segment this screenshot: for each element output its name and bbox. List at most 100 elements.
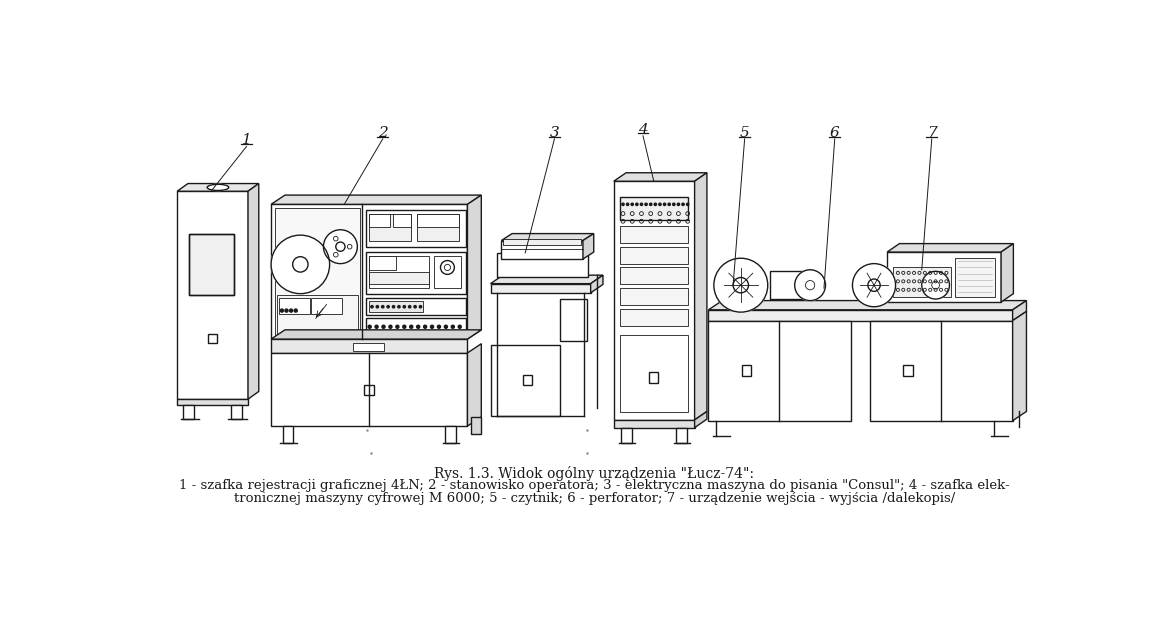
Circle shape	[444, 325, 448, 328]
Circle shape	[458, 325, 462, 328]
Polygon shape	[248, 184, 259, 399]
Bar	[619, 289, 688, 305]
Circle shape	[409, 325, 413, 328]
Polygon shape	[695, 412, 706, 428]
Bar	[496, 253, 588, 278]
Bar	[231, 405, 241, 419]
Polygon shape	[467, 344, 481, 426]
Bar	[622, 428, 632, 443]
Bar	[369, 256, 396, 270]
Circle shape	[398, 306, 400, 308]
Bar	[560, 299, 587, 341]
Text: 1: 1	[241, 133, 252, 147]
Text: 6: 6	[829, 126, 840, 140]
Circle shape	[636, 203, 638, 205]
Text: tronicznej maszyny cyfrowej M 6000; 5 - czytnik; 6 - perforator; 7 - urządzenie : tronicznej maszyny cyfrowej M 6000; 5 - …	[234, 491, 955, 504]
Bar	[904, 365, 913, 376]
Circle shape	[668, 203, 670, 205]
Polygon shape	[583, 234, 594, 259]
Polygon shape	[491, 275, 603, 283]
Bar	[619, 196, 688, 220]
Polygon shape	[271, 195, 481, 204]
Bar	[177, 399, 248, 405]
Bar	[491, 283, 590, 293]
Polygon shape	[887, 243, 1014, 252]
Bar	[501, 240, 583, 259]
Polygon shape	[467, 195, 481, 339]
Bar	[870, 321, 1013, 421]
Polygon shape	[590, 275, 603, 293]
Circle shape	[295, 309, 297, 312]
Circle shape	[371, 306, 374, 308]
Bar	[271, 339, 467, 353]
Bar	[619, 226, 688, 243]
Circle shape	[414, 306, 416, 308]
Circle shape	[389, 325, 392, 328]
Circle shape	[392, 306, 394, 308]
Bar	[393, 214, 412, 227]
Circle shape	[285, 309, 288, 312]
Bar	[503, 239, 581, 245]
Text: 2: 2	[378, 126, 387, 140]
Circle shape	[416, 325, 420, 328]
Circle shape	[631, 203, 633, 205]
Polygon shape	[471, 417, 481, 434]
Bar	[619, 267, 688, 285]
Bar	[369, 301, 422, 312]
Bar	[619, 247, 688, 263]
Bar	[271, 353, 467, 426]
Circle shape	[375, 325, 378, 328]
Circle shape	[324, 230, 357, 263]
Bar	[741, 365, 751, 376]
Bar	[277, 295, 358, 334]
Bar	[271, 204, 467, 339]
Circle shape	[404, 306, 406, 308]
Bar	[887, 252, 1001, 302]
Circle shape	[396, 325, 399, 328]
Bar	[364, 385, 374, 395]
Bar	[283, 426, 293, 443]
Circle shape	[430, 325, 434, 328]
Bar	[369, 214, 391, 227]
Polygon shape	[695, 173, 706, 420]
Polygon shape	[1013, 311, 1027, 421]
Circle shape	[713, 258, 768, 312]
Polygon shape	[1001, 243, 1014, 302]
Circle shape	[441, 261, 455, 274]
Bar	[183, 405, 194, 419]
Circle shape	[368, 325, 371, 328]
Bar	[365, 298, 466, 315]
Circle shape	[687, 203, 689, 205]
Bar	[770, 271, 803, 299]
Bar	[619, 309, 688, 326]
Bar	[369, 256, 429, 289]
Bar	[189, 234, 234, 295]
Text: 1 - szafka rejestracji graficznej 4ŁN; 2 - stanowisko operatora; 3 - elektryczna: 1 - szafka rejestracji graficznej 4ŁN; 2…	[179, 479, 1010, 492]
Circle shape	[682, 203, 684, 205]
Circle shape	[408, 306, 411, 308]
Bar	[445, 426, 456, 443]
Bar	[416, 214, 459, 242]
Circle shape	[622, 203, 624, 205]
Circle shape	[451, 325, 455, 328]
Bar	[189, 234, 234, 295]
Polygon shape	[614, 173, 706, 181]
Bar	[278, 298, 310, 314]
Circle shape	[437, 325, 441, 328]
Text: 4: 4	[638, 122, 648, 137]
Circle shape	[640, 203, 643, 205]
Polygon shape	[1013, 301, 1027, 321]
Circle shape	[645, 203, 647, 205]
Circle shape	[677, 203, 680, 205]
Circle shape	[659, 203, 661, 205]
Circle shape	[382, 325, 385, 328]
Circle shape	[387, 306, 390, 308]
Bar	[650, 372, 659, 383]
Bar	[523, 375, 532, 385]
Circle shape	[664, 203, 666, 205]
Circle shape	[795, 270, 826, 301]
Bar	[416, 214, 459, 227]
Circle shape	[290, 309, 292, 312]
Bar	[709, 310, 1013, 321]
Circle shape	[281, 309, 283, 312]
